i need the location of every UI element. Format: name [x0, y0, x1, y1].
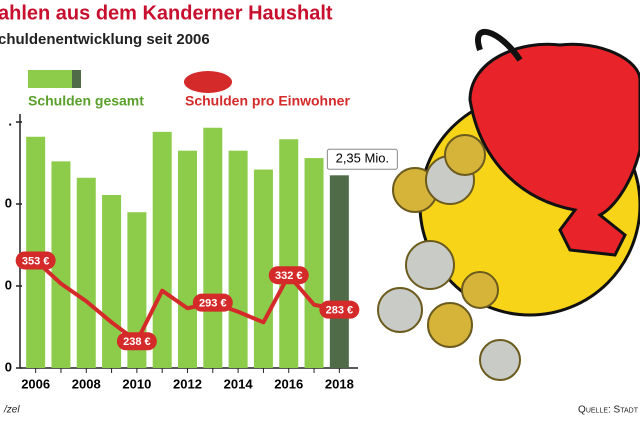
value-label-pill [319, 300, 360, 319]
x-tick-label: 2006 [21, 376, 50, 391]
value-label: 2,35 Mio. [336, 151, 389, 166]
y-tick-label: 0 [5, 277, 12, 292]
value-label-pill [192, 293, 233, 312]
bar [203, 127, 223, 369]
x-tick-label: 2016 [274, 376, 303, 391]
x-tick-label: 2008 [72, 376, 101, 391]
legend-label: Schulden pro Einwohner [185, 93, 350, 109]
bar [76, 177, 96, 368]
value-label: 332 € [275, 270, 303, 282]
legend-label: Schulden gesamt [28, 93, 144, 109]
legend-swatch [72, 70, 81, 88]
y-tick-label: . [8, 113, 12, 128]
bar [152, 131, 172, 368]
legend-swatch [184, 71, 232, 93]
value-label: 353 € [22, 255, 50, 267]
value-label-pill [15, 251, 56, 270]
bar [304, 158, 324, 368]
value-label: 293 € [199, 298, 227, 310]
value-label-pill [268, 266, 309, 285]
y-tick-label: 0 [5, 195, 12, 210]
value-label-pill [116, 332, 157, 351]
chart-subtitle: chuldenentwicklung seit 2006 [0, 31, 210, 48]
footer-right: Quelle: Stadt [578, 405, 639, 416]
x-tick-label: 2012 [173, 376, 202, 391]
bar [51, 161, 71, 368]
x-tick-label: 2014 [224, 376, 254, 391]
bar [329, 175, 349, 368]
bar [178, 150, 197, 368]
bar [279, 139, 299, 368]
x-tick-label: 2018 [325, 376, 354, 391]
x-tick-label: 2010 [122, 376, 151, 391]
y-tick-label: 0 [5, 359, 12, 374]
value-label-box [326, 148, 398, 170]
chart-title: ahlen aus dem Kanderner Haushalt [0, 2, 333, 24]
bar [228, 150, 248, 368]
footer-left: /zel [3, 405, 20, 416]
value-label: 283 € [326, 305, 354, 317]
legend-swatch [28, 70, 72, 88]
value-label: 238 € [123, 336, 151, 348]
illustration [377, 28, 640, 381]
bar [253, 169, 273, 368]
